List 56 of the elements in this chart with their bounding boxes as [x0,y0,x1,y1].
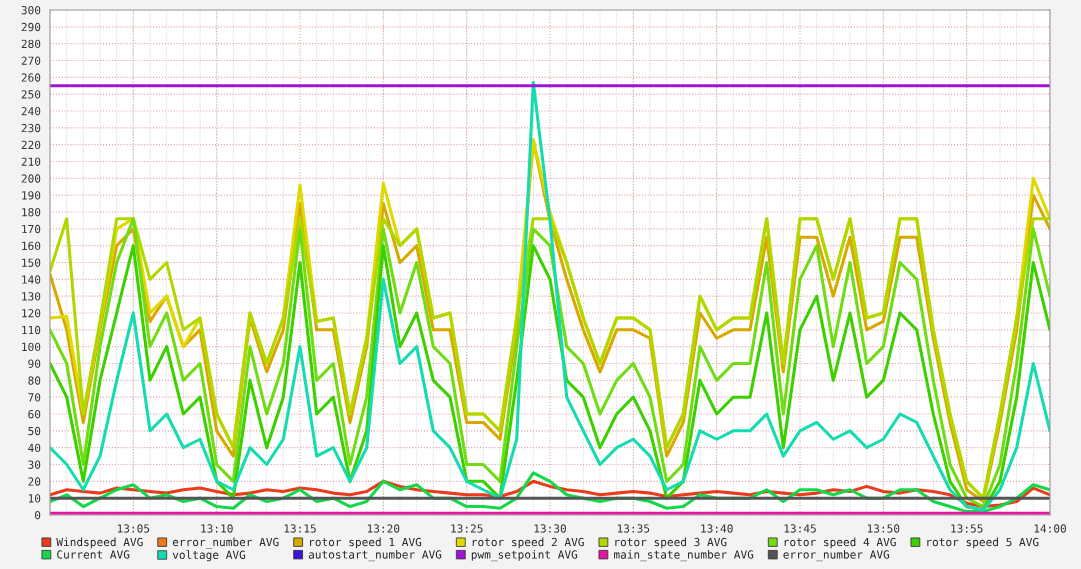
y-tick-label: 80 [28,376,41,385]
y-tick-label: 70 [28,393,41,402]
y-tick-label: 0 [35,511,41,520]
x-tick-label: 13:35 [617,524,650,533]
x-tick-label: 13:25 [451,524,483,533]
legend-label: rotor speed 3 AVG [615,537,727,549]
legend-label: error_number AVG [783,550,890,562]
y-tick-label: 220 [21,140,41,150]
y-tick-label: 250 [21,90,41,99]
legend-label: pwm_setpoint AVG [471,550,578,562]
y-tick-label: 270 [21,56,41,65]
legend-label: rotor speed 5 AVG [927,537,1039,549]
y-tick-label: 110 [22,325,41,335]
x-tick-label: 13:55 [951,524,983,533]
x-tick-label: 13:05 [117,524,150,533]
legend-label: Current AVG [57,550,130,559]
y-tick-label: 60 [28,410,41,419]
y-tick-label: 140 [22,275,41,284]
x-tick-label: 14:00 [1034,524,1066,533]
legend-label: rotor speed 4 AVG [784,537,896,549]
y-tick-label: 290 [21,22,41,32]
y-tick-label: 240 [21,107,41,116]
y-tick-label: 280 [21,39,41,49]
y-tick-label: 120 [22,309,41,318]
y-tick-label: 40 [28,443,41,453]
y-tick-label: 190 [22,191,41,200]
y-tick-label: 200 [21,174,41,183]
y-tick-label: 50 [28,426,41,436]
x-tick-label: 13:10 [201,524,233,533]
y-tick-label: 260 [21,73,41,82]
y-tick-label: 90 [28,359,41,368]
y-tick-label: 170 [22,224,41,234]
x-tick-label: 13:40 [701,524,733,533]
x-tick-label: 13:20 [367,524,400,533]
legend-label: error_number AVG [172,537,279,549]
y-tick-label: 180 [22,208,41,217]
y-tick-label: 30 [28,460,41,469]
y-tick-label: 230 [21,123,41,133]
y-tick-label: 210 [21,157,41,166]
y-tick-label: 100 [22,342,41,352]
legend-label: main_state_number AVG [613,550,754,562]
legend-label: voltage AVG [172,550,246,562]
legend-label: Windspeed AVG [56,537,143,549]
x-tick-label: 13:50 [867,524,900,533]
y-tick-label: 300 [21,6,41,15]
y-tick-label: 160 [22,241,41,251]
y-tick-label: 10 [28,494,41,503]
legend-label: rotor speed 2 AVG [472,537,584,549]
legend-label: rotor speed 1 AVG [310,537,422,549]
y-tick-label: 150 [22,258,41,267]
x-tick-label: 13:30 [534,524,566,533]
y-tick-label: 130 [22,292,41,301]
x-tick-label: 13:45 [784,524,816,533]
y-tick-label: 20 [28,477,41,486]
x-tick-label: 13:15 [284,524,316,533]
legend-label: autostart_number AVG [308,550,442,562]
